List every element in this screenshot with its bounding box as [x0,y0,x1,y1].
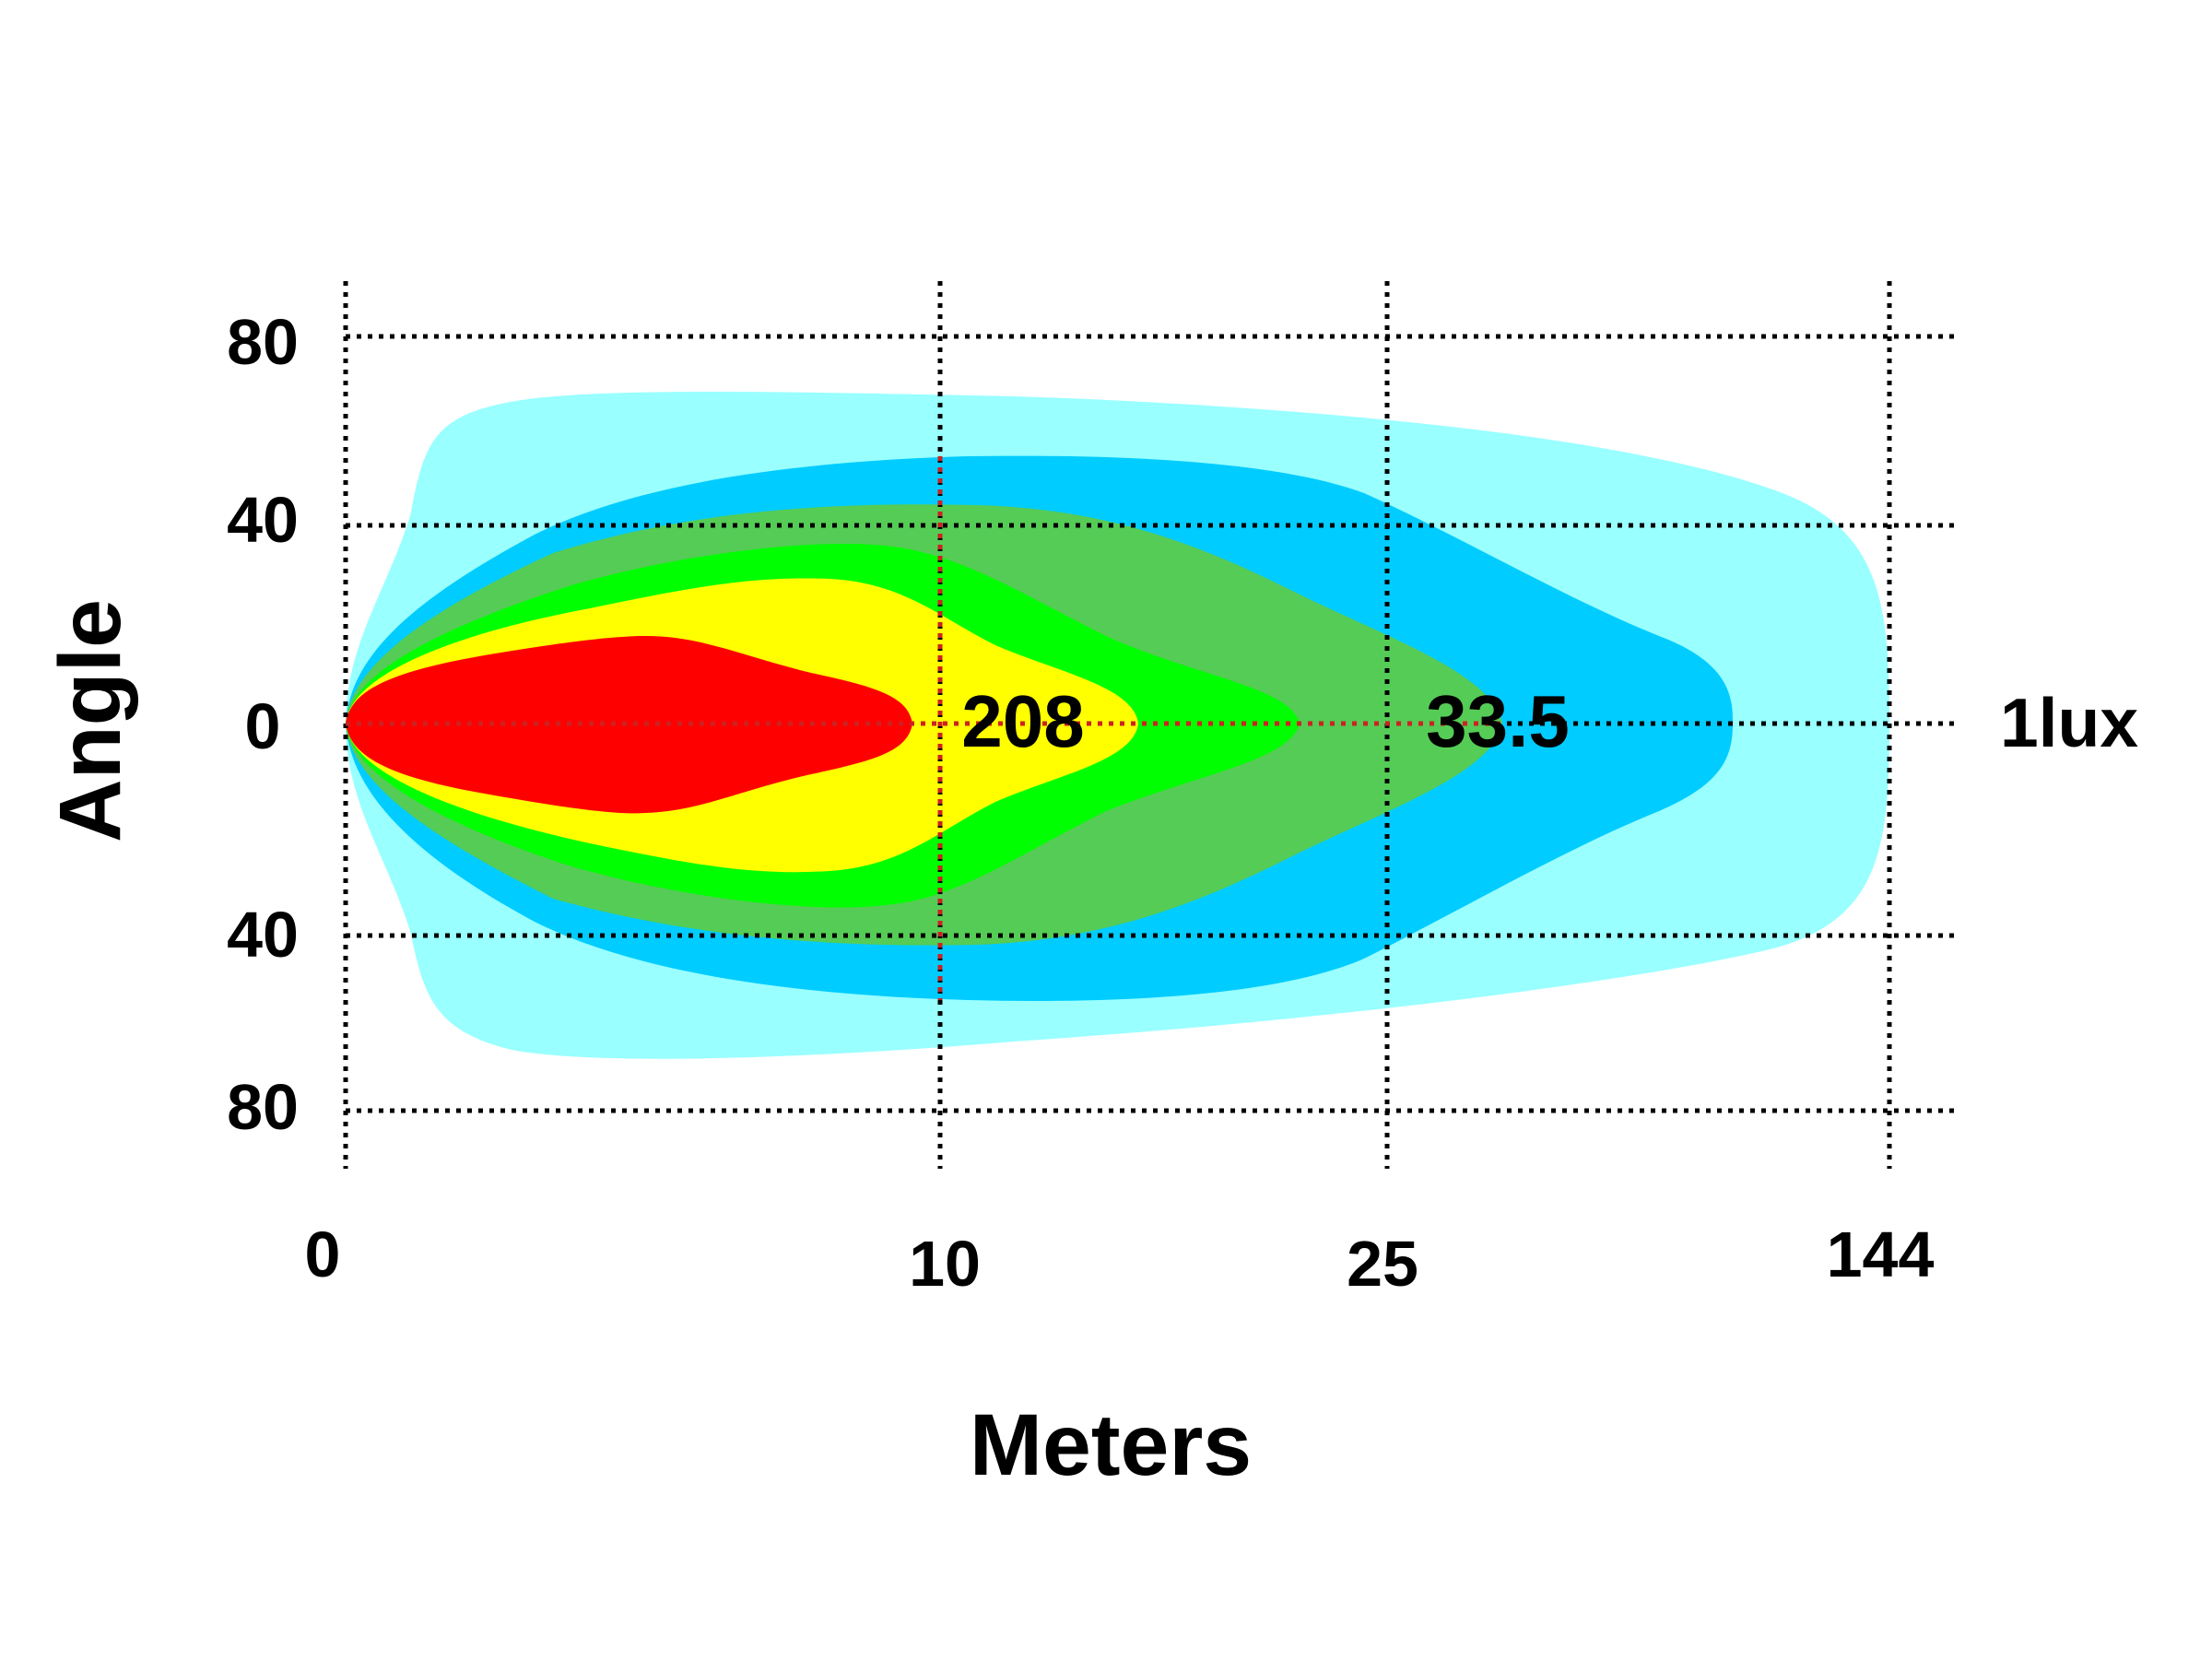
y-tick-label: 40 [227,899,299,971]
x-tick-label: 0 [305,1219,341,1290]
isolux-label: 1lux [2000,684,2138,761]
isolux-label: 208 [961,680,1084,762]
x-axis-title: Meters [970,1396,1252,1494]
y-tick-label: 40 [227,484,299,556]
y-tick-label: 80 [227,1071,299,1143]
chart-labels: 80 40 0 40 80 0 10 25 144 208 33.5 1lux … [41,306,2138,1494]
x-tick-label: 144 [1827,1219,1935,1290]
y-tick-label: 80 [227,306,299,378]
y-axis-title: Angle [41,599,139,842]
isolux-zones [346,392,1889,1059]
x-tick-label: 25 [1347,1228,1418,1300]
y-tick-label: 0 [245,690,281,762]
isolux-zone [346,636,912,814]
x-tick-label: 10 [909,1228,981,1300]
grid-lines [343,281,1959,1169]
isolux-label: 33.5 [1426,680,1570,762]
